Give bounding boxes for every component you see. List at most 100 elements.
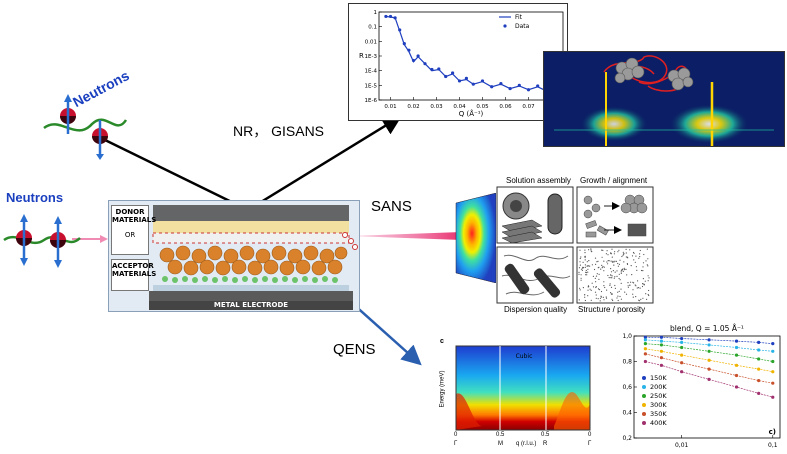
fit-line — [385, 15, 563, 92]
qens-point: R — [543, 441, 548, 447]
qens-point: M — [498, 441, 503, 447]
qens-panel-letter: c — [440, 338, 444, 345]
texture-dot — [610, 260, 612, 262]
texture-dot — [607, 274, 609, 277]
texture-dot — [595, 286, 597, 289]
series-point — [757, 391, 761, 395]
texture-dot — [595, 263, 597, 265]
texture-dot — [638, 257, 640, 259]
acceptor-box: ACCEPTOR MATERIALS — [111, 259, 156, 291]
y-tick-label: 0.1 — [368, 25, 377, 31]
texture-dot — [648, 277, 650, 279]
texture-dot — [639, 300, 641, 302]
texture-dot — [599, 300, 601, 302]
series-point — [771, 381, 775, 385]
series-point — [707, 367, 711, 371]
texture-dot — [614, 271, 616, 273]
texture-dot — [617, 265, 619, 267]
texture-dot — [578, 299, 580, 301]
texture-dot — [625, 268, 627, 270]
qens-xlabel: q (r.l.u.) — [516, 441, 537, 447]
texture-dot — [630, 281, 632, 283]
texture-dot — [632, 289, 634, 291]
y-tick-label: 0,2 — [622, 435, 632, 442]
cell-label-solution: Solution assembly — [506, 176, 571, 185]
series-point — [734, 339, 739, 343]
incident-beam — [104, 138, 249, 212]
texture-dot — [584, 296, 586, 298]
data-point — [411, 58, 416, 63]
texture-dot — [613, 264, 615, 266]
series-point — [680, 336, 684, 341]
texture-dot — [580, 268, 583, 270]
series-point — [643, 338, 647, 342]
data-point — [393, 16, 397, 20]
texture-dot — [648, 294, 650, 297]
texture-dot — [635, 266, 637, 268]
texture-dot — [589, 265, 591, 267]
texture-dot — [627, 282, 629, 284]
electrode-label: METAL ELECTRODE — [149, 301, 353, 310]
texture-dot — [623, 253, 625, 255]
texture-dot — [642, 283, 644, 285]
series-point — [771, 342, 775, 346]
texture-dot — [632, 296, 634, 298]
cell-label-dispersion: Dispersion quality — [504, 305, 568, 314]
texture-dot — [630, 265, 632, 267]
texture-dot — [644, 280, 646, 282]
series-point — [680, 345, 684, 350]
series-point — [659, 349, 664, 353]
texture-dot — [601, 264, 603, 266]
texture-dot — [595, 297, 597, 299]
texture-dot — [584, 255, 586, 258]
series-point — [659, 363, 664, 367]
texture-dot — [582, 287, 584, 289]
series-point — [734, 363, 739, 367]
data-point — [526, 88, 531, 92]
texture-dot — [579, 264, 581, 266]
donor-line-2: MATERIALS — [112, 216, 157, 224]
y-tick-label: 1E-4 — [365, 69, 378, 75]
legend-swatch — [642, 376, 646, 380]
texture-dot — [617, 291, 619, 293]
texture-dot — [608, 260, 610, 262]
y-tick-label: 1E-3 — [365, 54, 378, 60]
texture-dot — [598, 278, 600, 280]
texture-dot — [605, 296, 607, 298]
texture-dot — [579, 249, 581, 251]
texture-dot — [596, 261, 598, 263]
texture-dot — [619, 295, 621, 298]
series-point — [757, 379, 761, 383]
y-tick-label: 0.01 — [365, 39, 377, 45]
texture-dot — [620, 269, 622, 271]
texture-dot — [584, 259, 586, 261]
texture-dot — [584, 294, 586, 296]
texture-dot — [614, 287, 616, 289]
texture-dot — [625, 293, 628, 295]
donor-line-1: DONOR — [115, 208, 145, 216]
texture-dot — [598, 266, 600, 268]
series-point — [659, 356, 664, 360]
texture-dot — [585, 274, 587, 276]
texture-dot — [583, 266, 585, 269]
qens-ylabel: Energy (meV) — [439, 370, 446, 408]
texture-dot — [612, 299, 614, 302]
sans-morphology-grid: Solution assembly Growth / alignment Dis… — [496, 174, 656, 314]
texture-dot — [615, 260, 617, 262]
neutron-pair-left — [3, 214, 81, 268]
texture-dot — [578, 271, 580, 273]
texture-dot — [624, 269, 626, 271]
texture-dot — [612, 270, 614, 272]
decay-plot-svg: blend, Q = 1.05 Å⁻¹ 1,0 0,8 0,6 0,4 0,2 0,01 0,… — [622, 324, 781, 449]
legend-label: 400K — [650, 419, 667, 427]
texture-dot — [578, 267, 581, 269]
texture-dot — [589, 288, 591, 290]
texture-dot — [610, 268, 612, 270]
series-point — [734, 345, 739, 350]
texture-dot — [613, 261, 615, 263]
x-tick-label: 0.01 — [384, 104, 396, 110]
x-tick-label: 0.05 — [476, 104, 489, 110]
y-tick-label: 1E-5 — [365, 83, 378, 89]
texture-dot — [580, 256, 582, 258]
series-point — [757, 367, 761, 371]
